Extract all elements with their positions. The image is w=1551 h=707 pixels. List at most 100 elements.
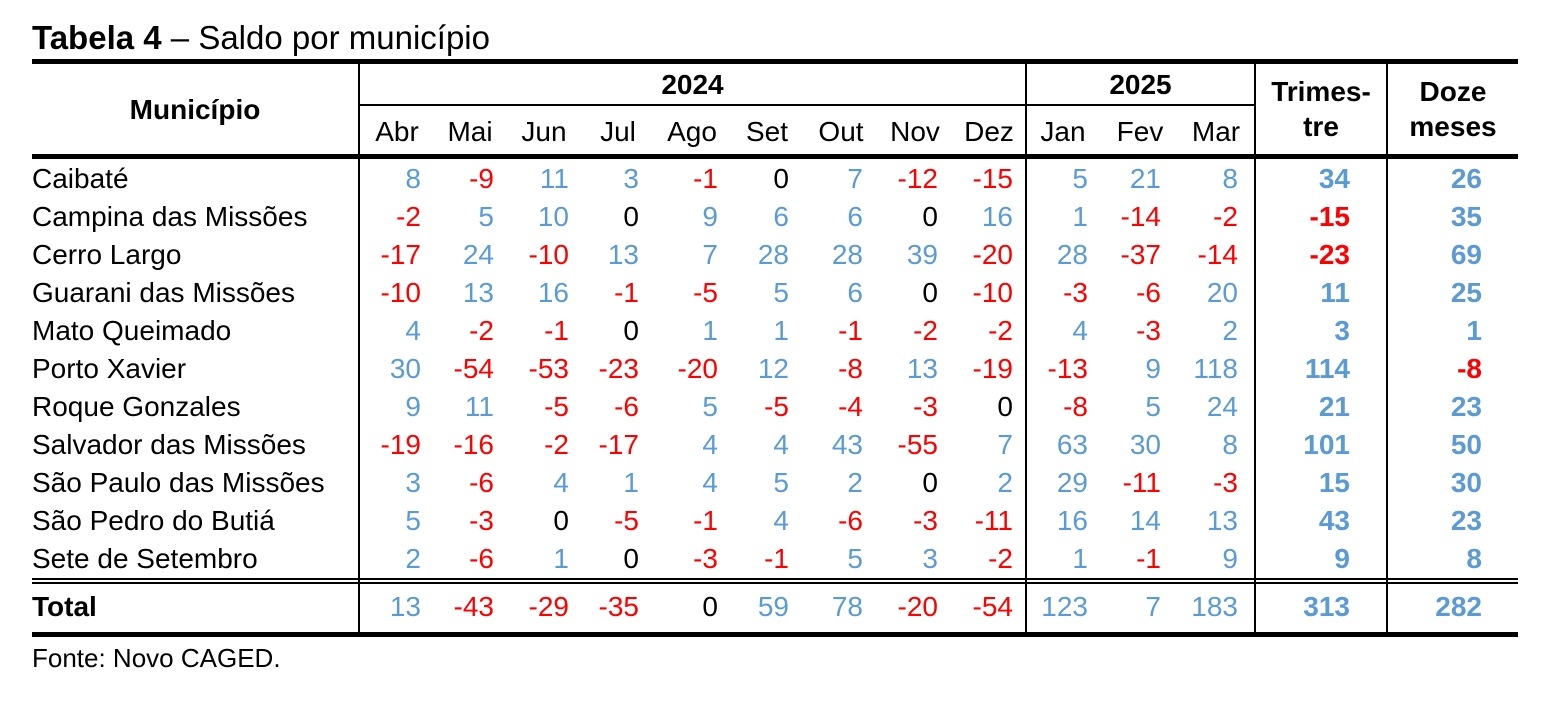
- value-cell-dez: 2: [997, 467, 1013, 498]
- trimestre-cell: 313: [1303, 591, 1350, 622]
- value-cell-out: 5: [847, 543, 863, 574]
- value-cell-fev: 7: [1145, 591, 1161, 622]
- value-cell-nov: 0: [922, 467, 938, 498]
- header-month-fev: Fev: [1116, 116, 1164, 147]
- value-cell-abr: -17: [380, 239, 421, 270]
- value-cell-jul: -6: [614, 391, 639, 422]
- value-cell-mar: 24: [1206, 391, 1238, 422]
- value-cell-abr: 9: [405, 391, 421, 422]
- header-trimestre-line2: tre: [1303, 111, 1339, 142]
- value-cell-mar: -14: [1197, 239, 1238, 270]
- value-cell-mar: 13: [1206, 505, 1238, 536]
- doze-meses-cell: 35: [1450, 201, 1482, 232]
- value-cell-mar: -2: [1213, 201, 1238, 232]
- doze-meses-cell: 282: [1435, 591, 1482, 622]
- value-cell-out: 7: [847, 163, 863, 194]
- value-cell-mai: -6: [469, 467, 494, 498]
- value-cell-nov: -3: [913, 391, 938, 422]
- header-month-nov: Nov: [890, 116, 940, 147]
- municipio-name: Sete de Setembro: [32, 543, 258, 574]
- value-cell-mai: -6: [469, 543, 494, 574]
- table-title-number: Tabela 4: [32, 19, 162, 56]
- value-cell-out: -8: [838, 353, 863, 384]
- municipio-name: Guarani das Missões: [32, 277, 296, 308]
- doze-meses-cell: 50: [1450, 429, 1482, 460]
- value-cell-jul: -17: [598, 429, 639, 460]
- doze-meses-cell: 23: [1450, 505, 1482, 536]
- header-bottom-rule: [32, 154, 1518, 159]
- value-cell-nov: 39: [906, 239, 938, 270]
- value-cell-mar: 183: [1191, 591, 1238, 622]
- value-cell-fev: -3: [1136, 315, 1161, 346]
- value-cell-jun: -29: [528, 591, 569, 622]
- value-cell-jun: 11: [539, 163, 569, 194]
- value-cell-jan: 63: [1056, 429, 1088, 460]
- value-cell-jan: 29: [1056, 467, 1088, 498]
- municipio-name: Salvador das Missões: [32, 429, 306, 460]
- value-cell-ago: -1: [693, 163, 718, 194]
- total-label: Total: [32, 591, 97, 622]
- value-cell-jun: 4: [553, 467, 569, 498]
- value-cell-abr: 3: [405, 467, 421, 498]
- value-cell-dez: 7: [997, 429, 1013, 460]
- header-month-out: Out: [818, 116, 864, 147]
- value-cell-jul: -1: [614, 277, 639, 308]
- value-cell-mai: -3: [469, 505, 494, 536]
- value-cell-out: 78: [831, 591, 863, 622]
- municipio-name: Cerro Largo: [32, 239, 182, 270]
- municipio-name: Mato Queimado: [32, 315, 232, 346]
- value-cell-jan: 1: [1072, 201, 1088, 232]
- value-cell-jan: -3: [1063, 277, 1088, 308]
- value-cell-ago: -3: [693, 543, 718, 574]
- municipio-name: São Paulo das Missões: [32, 467, 325, 498]
- top-rule: [32, 59, 1518, 64]
- header-month-jan: Jan: [1040, 116, 1086, 147]
- value-cell-abr: 8: [405, 163, 421, 194]
- trimestre-cell: -23: [1309, 239, 1350, 270]
- value-cell-jun: 0: [553, 505, 569, 536]
- value-cell-mai: -16: [453, 429, 494, 460]
- separator-2025-trimestre: [1254, 64, 1256, 634]
- municipio-name: Caibaté: [32, 163, 129, 194]
- value-cell-abr: 13: [389, 591, 421, 622]
- value-cell-fev: 5: [1145, 391, 1161, 422]
- table-title-text: – Saldo por município: [161, 19, 490, 56]
- value-cell-out: 6: [847, 201, 863, 232]
- value-cell-mar: 20: [1206, 277, 1238, 308]
- value-cell-ago: -5: [693, 277, 718, 308]
- trimestre-cell: 34: [1318, 163, 1350, 194]
- value-cell-jan: 28: [1056, 239, 1088, 270]
- value-cell-dez: 16: [981, 201, 1013, 232]
- value-cell-jul: -23: [598, 353, 639, 384]
- total-top-rule-2: [32, 582, 1518, 584]
- value-cell-mai: -43: [453, 591, 494, 622]
- header-month-ago: Ago: [667, 116, 717, 147]
- value-cell-mar: 2: [1222, 315, 1238, 346]
- value-cell-jun: -2: [544, 429, 569, 460]
- value-cell-jun: 16: [537, 277, 569, 308]
- value-cell-set: 12: [757, 353, 789, 384]
- value-cell-jul: -5: [614, 505, 639, 536]
- header-month-mar: Mar: [1191, 116, 1241, 147]
- value-cell-set: 4: [773, 505, 789, 536]
- separator-municipio: [358, 64, 360, 634]
- trimestre-cell: 15: [1318, 467, 1350, 498]
- value-cell-fev: 14: [1129, 505, 1161, 536]
- value-cell-out: -4: [838, 391, 863, 422]
- value-cell-nov: 0: [922, 201, 938, 232]
- value-cell-out: 43: [831, 429, 863, 460]
- value-cell-dez: -19: [972, 353, 1013, 384]
- header-year-2024: 2024: [661, 69, 724, 100]
- value-cell-dez: -54: [972, 591, 1013, 622]
- value-cell-set: -5: [764, 391, 789, 422]
- value-cell-out: 28: [831, 239, 863, 270]
- value-cell-jun: -53: [528, 353, 569, 384]
- value-cell-nov: 0: [922, 277, 938, 308]
- value-cell-mar: 118: [1193, 353, 1238, 384]
- value-cell-jul: 0: [623, 201, 639, 232]
- value-cell-nov: 13: [906, 353, 938, 384]
- value-cell-jun: -10: [528, 239, 569, 270]
- doze-meses-cell: 30: [1450, 467, 1482, 498]
- value-cell-out: -1: [838, 315, 863, 346]
- value-cell-dez: -15: [972, 163, 1013, 194]
